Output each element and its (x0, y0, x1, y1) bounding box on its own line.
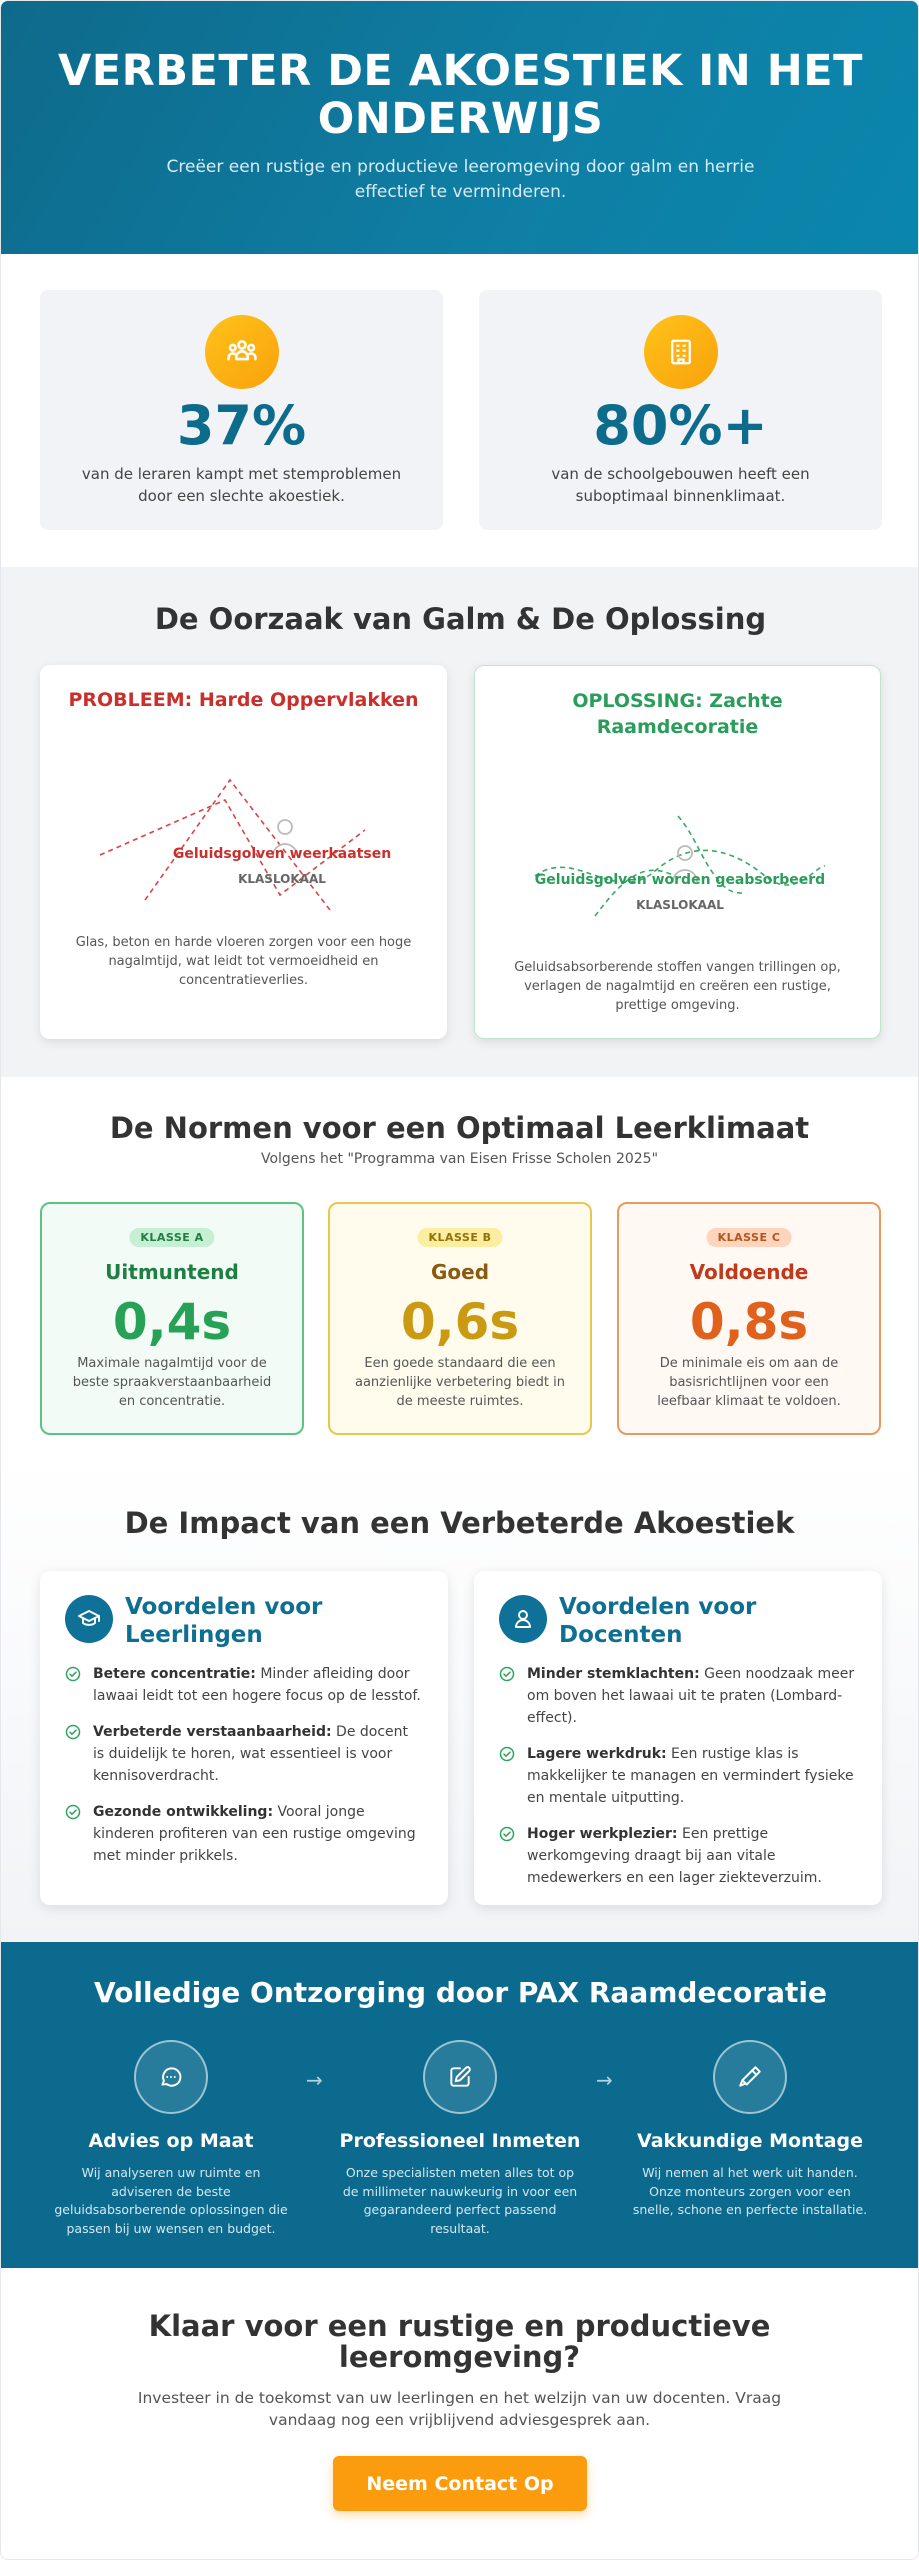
list-item: Gezonde ontwikkeling: Vooral jonge kinde… (65, 1801, 423, 1867)
norm-badge: KLASSE C (706, 1228, 792, 1247)
section-title-cause: De Oorzaak van Galm & De Oplossing (154, 602, 767, 636)
benefit-text: Een rustige klas is makkelijker te manag… (527, 1746, 854, 1806)
list-item: Minder stemklachten: Geen noodzaak meer … (499, 1663, 857, 1729)
stat-card-buildings: 80%+ van de schoolgebouwen heeft een sub… (479, 290, 882, 530)
stat-value: 80%+ (593, 394, 768, 457)
norm-value: 0,6s (400, 1293, 520, 1351)
norm-description: Maximale nagalmtijd voor de beste spraak… (72, 1356, 272, 1409)
stat-card-teachers: 37% van de leraren kampt met stemproblem… (40, 290, 443, 530)
hammer-icon (713, 2040, 787, 2114)
problem-room-label: KLASLOKAAL (238, 872, 326, 886)
reflecting-waves-diagram: Geluidsgolven weerkaatsen KLASLOKAAL (99, 778, 391, 911)
problem-title: PROBLEEM: Harde Oppervlakken (68, 689, 419, 711)
cta-text: Investeer in de toekomst van uw leerling… (137, 2389, 782, 2429)
solution-card: OPLOSSING: Zachte Raamdecoratie Geluidsg… (474, 665, 881, 1039)
benefit-heading: Minder stemklachten: (527, 1666, 700, 1682)
benefit-heading: Betere concentratie: (93, 1666, 256, 1682)
absorbed-waves-diagram: Geluidsgolven worden geabsorbeerd KLASLO… (534, 815, 825, 917)
speaker-figure-icon (272, 819, 298, 857)
arrow-right-icon: → (306, 2068, 323, 2092)
stat-text: van de schoolgebouwen heeft een suboptim… (551, 465, 810, 505)
step-description: Onze specialisten meten alles tot op de … (342, 2165, 578, 2236)
norm-description: Een goede standaard die een aanzienlijke… (354, 1356, 566, 1409)
benefit-text: Geen noodzaak meer om boven het lawaai u… (527, 1666, 855, 1726)
service-section: Volledige Ontzorging door PAX Raamdecora… (1, 1942, 918, 2268)
contact-button[interactable]: Neem Contact Op (333, 2456, 587, 2511)
graduation-cap-icon (65, 1595, 113, 1643)
list-item: Hoger werkplezier: Een prettige werkomge… (499, 1823, 857, 1889)
solution-description: Geluidsabsorberende stoffen vangen trill… (514, 960, 841, 1013)
check-circle-icon (65, 1666, 81, 1682)
step-title: Advies op Maat (88, 2130, 254, 2152)
solution-room-label: KLASLOKAAL (636, 898, 724, 912)
benefit-heading: Verbeterde verstaanbaarheid: (93, 1724, 332, 1740)
cause-section: De Oorzaak van Galm & De Oplossing PROBL… (1, 567, 918, 1077)
edit-pencil-icon (423, 2040, 497, 2114)
hero-banner: VERBETER DE AKOESTIEK IN HET ONDERWIJS C… (1, 1, 918, 254)
building-icon (643, 315, 718, 389)
teachers-benefits-list: Minder stemklachten: Geen noodzaak meer … (499, 1663, 857, 1903)
benefit-text: Een prettige werkomgeving draagt bij aan… (527, 1826, 822, 1886)
norm-label: Uitmuntend (105, 1260, 239, 1284)
check-circle-icon (499, 1746, 515, 1762)
cta-title: Klaar voor een rustige en productieve le… (148, 2309, 771, 2374)
teachers-benefits-title: Voordelen voor Docenten (559, 1594, 757, 1648)
service-step-installation: Vakkundige Montage Wij nemen al het werk… (625, 2040, 875, 2220)
problem-card: PROBLEEM: Harde Oppervlakken Geluidsgolv… (40, 665, 447, 1039)
section-title-norms: De Normen voor een Optimaal Leerklimaat (109, 1111, 810, 1145)
problem-description: Glas, beton en harde vloeren zorgen voor… (75, 935, 412, 988)
solution-wave-label: Geluidsgolven worden geabsorbeerd (535, 872, 825, 888)
step-title: Vakkundige Montage (637, 2130, 863, 2152)
section-title-impact: De Impact van een Verbeterde Akoestiek (124, 1506, 795, 1540)
norm-card-class-c: KLASSE C Voldoende 0,8s De minimale eis … (617, 1202, 881, 1435)
check-circle-icon (65, 1724, 81, 1740)
hero-subtitle: Creëer een rustige en productieve leerom… (166, 157, 755, 202)
service-title: Volledige Ontzorging door PAX Raamdecora… (94, 1976, 827, 2009)
norm-badge: KLASSE A (129, 1228, 215, 1247)
norm-card-class-a: KLASSE A Uitmuntend 0,4s Maximale nagalm… (40, 1202, 304, 1435)
list-item: Betere concentratie: Minder afleiding do… (65, 1663, 423, 1707)
stat-text: van de leraren kampt met stemproblemen d… (81, 465, 402, 505)
step-title: Professioneel Inmeten (339, 2130, 581, 2152)
benefit-text: Minder afleiding door lawaai leidt tot e… (93, 1666, 421, 1704)
chat-bubble-icon (134, 2040, 208, 2114)
teachers-benefits-card: Voordelen voor Docenten Minder stemklach… (474, 1571, 882, 1905)
step-description: Wij nemen al het werk uit handen. Onze m… (632, 2165, 868, 2217)
step-description: Wij analyseren uw ruimte en adviseren de… (54, 2165, 288, 2236)
check-circle-icon (65, 1804, 81, 1820)
norm-value: 0,4s (112, 1293, 232, 1351)
norm-description: De minimale eis om aan de basisrichtlijn… (657, 1356, 841, 1409)
problem-wave-label: Geluidsgolven weerkaatsen (173, 846, 391, 862)
students-benefits-title: Voordelen voor Leerlingen (125, 1594, 323, 1648)
benefit-heading: Hoger werkplezier: (527, 1826, 678, 1842)
norm-label: Goed (430, 1260, 490, 1284)
students-benefits-list: Betere concentratie: Minder afleiding do… (65, 1663, 423, 1881)
service-step-advice: Advies op Maat Wij analyseren uw ruimte … (46, 2040, 296, 2238)
students-benefits-card: Voordelen voor Leerlingen Betere concent… (40, 1571, 448, 1905)
service-step-measure: Professioneel Inmeten Onze specialisten … (335, 2040, 585, 2238)
benefit-heading: Lagere werkdruk: (527, 1746, 667, 1762)
user-icon (499, 1595, 547, 1643)
hero-title: VERBETER DE AKOESTIEK IN HET ONDERWIJS (58, 46, 863, 144)
norm-value: 0,8s (689, 1293, 809, 1351)
norm-card-class-b: KLASSE B Goed 0,6s Een goede standaard d… (328, 1202, 592, 1435)
benefit-text: De docent is duidelijk te horen, wat ess… (93, 1724, 409, 1784)
arrow-right-icon: → (596, 2068, 613, 2092)
benefit-heading: Gezonde ontwikkeling: (93, 1804, 274, 1820)
check-circle-icon (499, 1826, 515, 1842)
stat-value: 37% (176, 394, 307, 457)
list-item: Verbeterde verstaanbaarheid: De docent i… (65, 1721, 423, 1787)
people-group-icon (204, 315, 279, 389)
norm-label: Voldoende (689, 1260, 809, 1284)
list-item: Lagere werkdruk: Een rustige klas is mak… (499, 1743, 857, 1809)
check-circle-icon (499, 1666, 515, 1682)
solution-title: OPLOSSING: Zachte Raamdecoratie (572, 690, 783, 738)
norm-badge: KLASSE B (417, 1228, 503, 1247)
speaker-figure-icon (672, 845, 698, 883)
benefit-text: Vooral jonge kinderen profiteren van een… (93, 1804, 416, 1864)
norms-subtitle: Volgens het "Programma van Eisen Frisse … (260, 1151, 659, 1167)
